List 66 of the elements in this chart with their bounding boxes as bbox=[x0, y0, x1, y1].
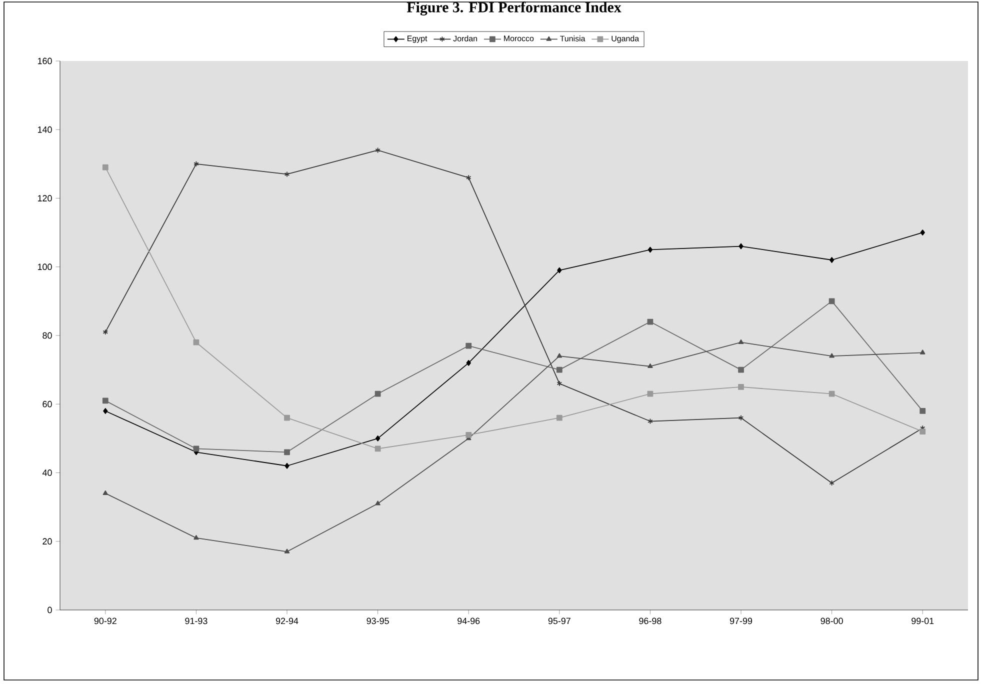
point bbox=[920, 428, 926, 434]
point bbox=[102, 164, 108, 170]
point bbox=[920, 350, 926, 354]
x-tick-label: 92-94 bbox=[276, 618, 298, 624]
x-tick-label: 91-93 bbox=[185, 618, 208, 624]
x-tick-label: 99-01 bbox=[912, 618, 934, 624]
point bbox=[284, 414, 290, 421]
point bbox=[374, 446, 381, 452]
point bbox=[738, 243, 744, 250]
point bbox=[102, 398, 108, 404]
point bbox=[194, 160, 199, 167]
point bbox=[556, 366, 562, 373]
point bbox=[466, 174, 472, 181]
y-tick-label: 140 bbox=[38, 126, 52, 133]
y-tick-label: 160 bbox=[38, 58, 52, 64]
point bbox=[647, 318, 654, 325]
x-tick-label: 97-99 bbox=[730, 618, 752, 624]
point bbox=[375, 435, 380, 442]
point bbox=[284, 171, 290, 178]
point bbox=[829, 257, 834, 263]
y-tick-label: 0 bbox=[48, 606, 52, 614]
point bbox=[738, 384, 744, 390]
point bbox=[375, 147, 380, 154]
point bbox=[375, 500, 380, 506]
point bbox=[284, 462, 290, 469]
point bbox=[466, 360, 471, 366]
point bbox=[556, 414, 562, 421]
point bbox=[556, 380, 562, 386]
point bbox=[374, 390, 381, 397]
point bbox=[466, 432, 472, 438]
point bbox=[828, 390, 835, 397]
point bbox=[557, 267, 562, 274]
point bbox=[738, 414, 744, 421]
point bbox=[920, 408, 926, 414]
point bbox=[193, 446, 200, 452]
x-tick-label: 96-98 bbox=[639, 618, 662, 624]
chart-title: Figure 3. FDI Performance Index bbox=[406, 2, 622, 16]
point bbox=[920, 230, 925, 236]
x-tick-label: 93-95 bbox=[366, 618, 389, 624]
x-tick-label: 95-97 bbox=[548, 618, 570, 624]
point bbox=[648, 363, 653, 368]
point bbox=[194, 534, 199, 540]
point bbox=[102, 490, 108, 496]
y-tick-label: 80 bbox=[42, 332, 52, 339]
point bbox=[193, 339, 200, 346]
x-tick-label: 94-96 bbox=[458, 618, 480, 624]
point bbox=[738, 339, 744, 344]
y-tick-label: 100 bbox=[38, 264, 52, 270]
x-tick-label: 98-00 bbox=[820, 618, 843, 624]
point bbox=[829, 480, 834, 486]
point bbox=[284, 548, 290, 554]
point bbox=[466, 342, 472, 349]
y-tick-label: 20 bbox=[42, 538, 52, 545]
point bbox=[647, 390, 654, 397]
point bbox=[738, 366, 744, 373]
y-tick-label: 60 bbox=[42, 400, 52, 408]
point bbox=[556, 353, 562, 358]
point bbox=[103, 408, 108, 414]
y-tick-label: 120 bbox=[38, 195, 52, 202]
x-tick-label: 90-92 bbox=[94, 618, 116, 624]
point bbox=[284, 449, 290, 456]
point bbox=[648, 246, 653, 253]
point bbox=[648, 418, 653, 424]
y-tick-label: 40 bbox=[42, 470, 52, 476]
point bbox=[829, 353, 834, 358]
point bbox=[828, 298, 835, 304]
